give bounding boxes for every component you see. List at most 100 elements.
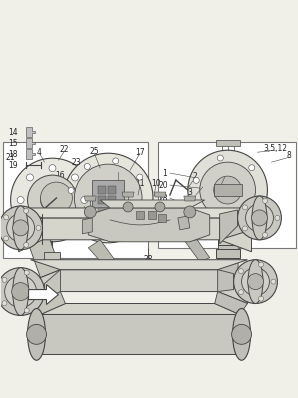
Polygon shape xyxy=(98,186,106,194)
Circle shape xyxy=(41,182,72,214)
Circle shape xyxy=(252,211,266,225)
Circle shape xyxy=(0,206,43,250)
Circle shape xyxy=(17,197,24,203)
Circle shape xyxy=(123,202,133,212)
Text: 4: 4 xyxy=(37,148,42,157)
Polygon shape xyxy=(41,314,240,354)
Polygon shape xyxy=(98,208,118,212)
Circle shape xyxy=(24,308,29,313)
Polygon shape xyxy=(218,237,238,245)
Circle shape xyxy=(200,162,255,218)
Text: 19: 19 xyxy=(8,161,18,170)
Polygon shape xyxy=(84,196,96,201)
Circle shape xyxy=(201,209,207,215)
Text: 2: 2 xyxy=(94,207,99,217)
Polygon shape xyxy=(214,184,242,196)
Text: 28: 28 xyxy=(158,193,168,203)
Text: 17: 17 xyxy=(135,148,145,157)
Circle shape xyxy=(84,206,96,218)
Circle shape xyxy=(242,268,269,296)
Polygon shape xyxy=(184,238,210,262)
Text: 3: 3 xyxy=(187,187,192,197)
Circle shape xyxy=(126,226,132,232)
Circle shape xyxy=(238,196,281,240)
Polygon shape xyxy=(15,208,252,218)
Ellipse shape xyxy=(13,206,28,250)
Text: 30: 30 xyxy=(83,220,92,229)
Circle shape xyxy=(188,150,267,230)
Polygon shape xyxy=(178,216,190,230)
Text: 15: 15 xyxy=(8,139,18,148)
Circle shape xyxy=(249,275,263,289)
Circle shape xyxy=(36,225,41,230)
Text: 21: 21 xyxy=(6,153,15,162)
Text: 24: 24 xyxy=(127,219,137,228)
Polygon shape xyxy=(154,192,166,197)
Ellipse shape xyxy=(13,268,29,316)
Circle shape xyxy=(38,289,43,294)
Text: 16: 16 xyxy=(56,171,65,179)
Polygon shape xyxy=(92,180,124,212)
Circle shape xyxy=(263,198,268,203)
Circle shape xyxy=(49,228,56,235)
Circle shape xyxy=(249,165,255,171)
Polygon shape xyxy=(88,208,210,242)
Text: 2: 2 xyxy=(193,172,197,181)
Polygon shape xyxy=(136,211,144,219)
Circle shape xyxy=(275,215,280,220)
Polygon shape xyxy=(31,260,248,270)
Circle shape xyxy=(13,220,29,236)
Text: 28: 28 xyxy=(143,255,153,264)
Ellipse shape xyxy=(252,196,267,240)
Polygon shape xyxy=(31,270,248,304)
Text: 23: 23 xyxy=(138,215,148,223)
Polygon shape xyxy=(31,292,65,314)
Circle shape xyxy=(98,232,104,238)
Circle shape xyxy=(232,219,238,225)
Circle shape xyxy=(72,219,78,226)
Polygon shape xyxy=(218,218,240,278)
Circle shape xyxy=(259,296,263,301)
Text: 7: 7 xyxy=(100,215,105,224)
Circle shape xyxy=(259,262,263,267)
Polygon shape xyxy=(218,270,234,292)
Circle shape xyxy=(7,214,35,242)
Ellipse shape xyxy=(248,260,263,304)
Polygon shape xyxy=(82,218,92,234)
Text: 13: 13 xyxy=(34,209,43,217)
Circle shape xyxy=(74,216,80,222)
Polygon shape xyxy=(41,304,240,314)
Text: 6: 6 xyxy=(106,223,111,232)
Circle shape xyxy=(271,279,276,284)
Circle shape xyxy=(155,202,165,212)
Circle shape xyxy=(184,206,196,218)
Circle shape xyxy=(248,274,263,290)
Circle shape xyxy=(74,164,142,232)
Circle shape xyxy=(263,232,268,238)
Text: 29: 29 xyxy=(113,166,123,175)
Circle shape xyxy=(27,219,33,226)
Polygon shape xyxy=(44,270,60,300)
Polygon shape xyxy=(26,138,35,148)
Circle shape xyxy=(238,269,243,273)
Polygon shape xyxy=(108,196,116,204)
Circle shape xyxy=(27,324,46,344)
Text: 1: 1 xyxy=(162,169,167,178)
Circle shape xyxy=(234,260,277,304)
Circle shape xyxy=(256,197,262,203)
Text: 25: 25 xyxy=(89,147,99,156)
Polygon shape xyxy=(220,210,238,244)
Circle shape xyxy=(13,284,29,300)
Polygon shape xyxy=(108,186,116,194)
Circle shape xyxy=(24,242,29,248)
Circle shape xyxy=(24,270,29,275)
Circle shape xyxy=(4,215,9,220)
Text: 4: 4 xyxy=(158,203,162,213)
Circle shape xyxy=(68,187,74,193)
Text: 27: 27 xyxy=(220,171,229,179)
Polygon shape xyxy=(148,211,156,219)
Polygon shape xyxy=(29,285,58,304)
Circle shape xyxy=(12,283,30,300)
Ellipse shape xyxy=(28,308,46,360)
Circle shape xyxy=(24,208,29,213)
